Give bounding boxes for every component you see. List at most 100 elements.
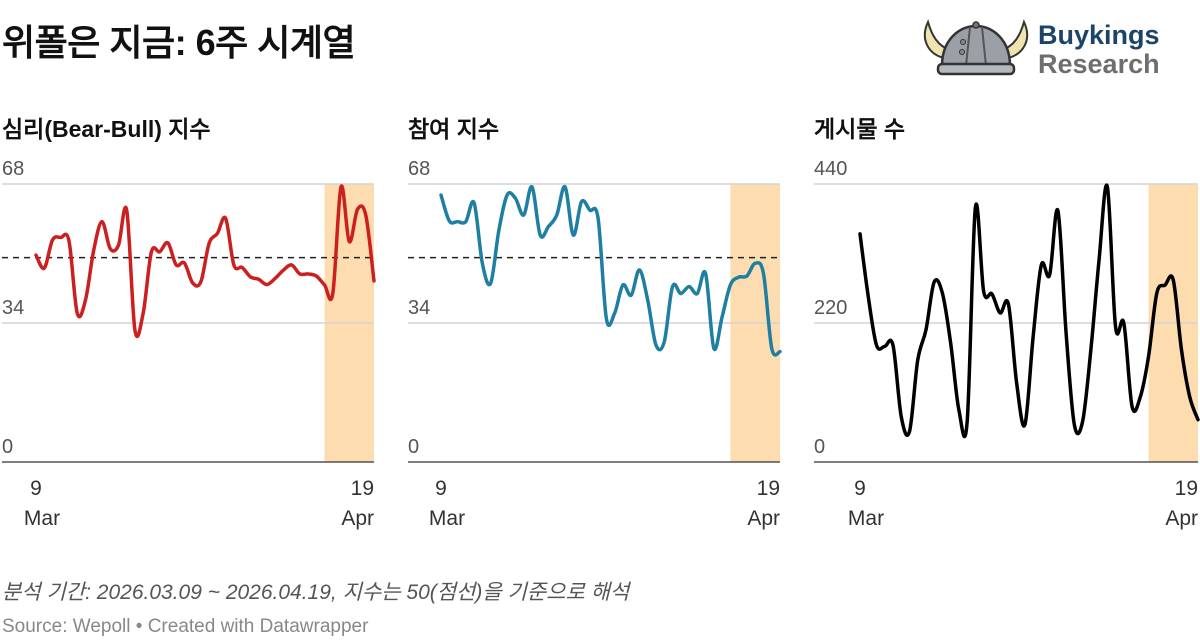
data-point <box>232 263 236 267</box>
data-point <box>613 311 617 315</box>
data-point <box>654 343 658 347</box>
data-point <box>932 280 936 284</box>
y-tick-label: 68 <box>408 158 430 180</box>
y-tick-label: 0 <box>2 436 13 458</box>
data-point <box>1081 420 1085 424</box>
data-point <box>505 193 509 197</box>
data-point <box>356 207 360 211</box>
data-point <box>497 228 501 232</box>
data-point <box>866 294 870 298</box>
y-tick-label: 34 <box>2 297 24 319</box>
data-point <box>891 343 895 347</box>
data-point <box>646 298 650 302</box>
data-point <box>883 344 887 348</box>
x-tick-day: 9 <box>30 477 42 500</box>
data-point <box>257 277 261 281</box>
x-tick-day: 19 <box>1175 477 1198 500</box>
chart-title-participation: 참여 지수 <box>408 116 500 142</box>
data-point <box>990 292 994 296</box>
data-point <box>546 225 550 229</box>
data-point <box>224 216 228 220</box>
data-point <box>949 341 953 345</box>
data-point <box>957 408 961 412</box>
data-point <box>207 241 211 245</box>
chart-posts: 0 220 440 9 Mar 19 Apr <box>814 158 1200 530</box>
data-point <box>199 280 203 284</box>
series-line-posts <box>858 183 1200 439</box>
y-tick-label: 0 <box>408 436 419 458</box>
data-point <box>687 285 691 289</box>
data-point <box>306 272 310 276</box>
x-tick-month: Apr <box>1165 507 1198 530</box>
data-point <box>67 239 71 243</box>
data-point <box>347 240 351 244</box>
data-point <box>158 250 162 254</box>
data-point <box>133 328 137 332</box>
data-point <box>1056 209 1060 213</box>
data-point <box>1039 263 1043 267</box>
data-point <box>50 238 54 242</box>
viking-helmet-icon <box>923 19 1029 76</box>
data-point <box>737 275 741 279</box>
data-point <box>339 185 343 189</box>
x-tick-day: 19 <box>757 477 780 500</box>
data-point <box>42 266 46 270</box>
data-point <box>1006 302 1010 306</box>
data-point <box>191 281 195 285</box>
series-line-sentiment <box>34 184 376 339</box>
y-tick-label: 440 <box>814 158 847 180</box>
data-point <box>704 272 708 276</box>
y-tick-label: 68 <box>2 158 24 180</box>
x-tick-day: 19 <box>351 477 374 500</box>
data-point <box>695 292 699 296</box>
data-point <box>141 311 145 315</box>
data-point <box>538 233 542 237</box>
data-point <box>629 293 633 297</box>
data-point <box>323 283 327 287</box>
data-point <box>75 311 79 315</box>
data-point <box>489 281 493 285</box>
data-point <box>965 420 969 424</box>
data-point <box>761 272 765 276</box>
data-point <box>331 292 335 296</box>
data-point <box>149 250 153 254</box>
data-point <box>273 276 277 280</box>
charts-area: 0 34 68 9 Mar 19 Apr 0 34 68 9 Mar 19 Apr 0 220 440 9 Mar 1… <box>2 158 1200 530</box>
data-point <box>372 279 376 283</box>
data-point <box>83 298 87 302</box>
data-point <box>728 283 732 287</box>
data-point <box>580 200 584 204</box>
data-point <box>940 291 944 295</box>
data-point <box>456 220 460 224</box>
data-point <box>281 268 285 272</box>
data-point <box>464 220 468 224</box>
data-point <box>982 289 986 293</box>
data-point <box>1072 423 1076 427</box>
data-point <box>522 213 526 217</box>
data-point <box>174 263 178 267</box>
data-point <box>858 232 862 236</box>
data-point <box>778 350 782 354</box>
data-point <box>92 248 96 252</box>
chart-title-posts: 게시물 수 <box>814 116 906 142</box>
x-tick-month: Mar <box>429 507 465 530</box>
x-tick-month: Mar <box>848 507 884 530</box>
data-point <box>563 185 567 189</box>
data-point <box>899 415 903 419</box>
data-point <box>662 340 666 344</box>
data-point <box>720 315 724 319</box>
data-point <box>480 261 484 265</box>
chart-sentiment: 0 34 68 9 Mar 19 Apr <box>2 158 376 530</box>
series-line-participation <box>439 185 782 357</box>
data-point <box>712 346 716 350</box>
y-tick-label: 220 <box>814 297 847 319</box>
data-point <box>745 274 749 278</box>
data-point <box>116 243 120 247</box>
data-point <box>1147 354 1151 358</box>
data-point <box>34 253 38 257</box>
data-point <box>1196 418 1200 422</box>
data-point <box>290 263 294 267</box>
data-point <box>240 265 244 269</box>
data-point <box>1114 325 1118 329</box>
data-point <box>679 292 683 296</box>
